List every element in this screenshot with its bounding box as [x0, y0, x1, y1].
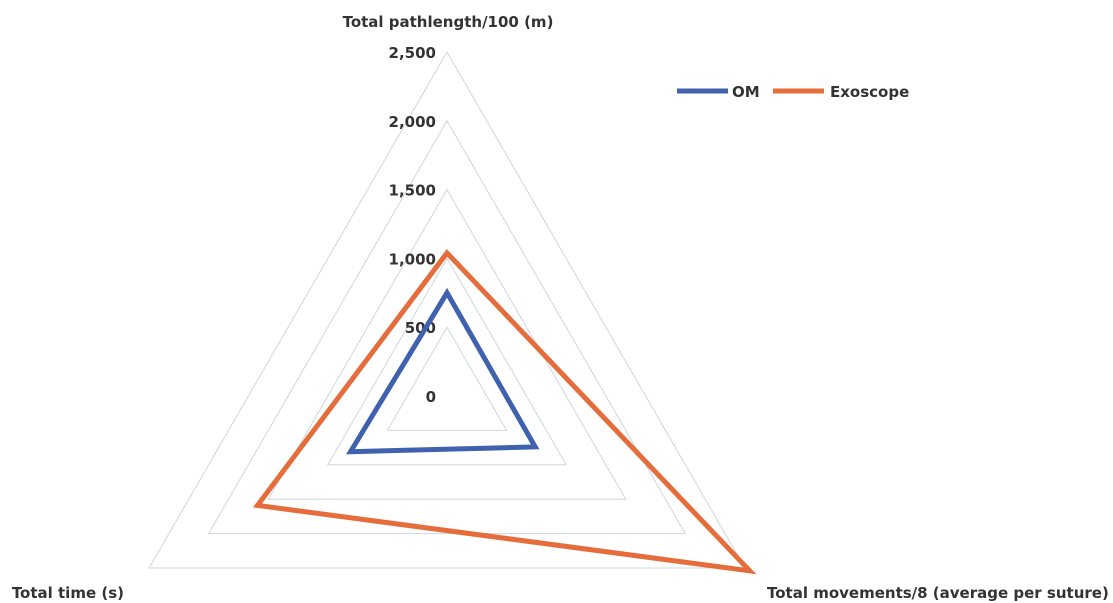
axis-label-time: Total time (s) [12, 584, 124, 602]
legend-label-exoscope: Exoscope [830, 83, 909, 101]
grid-ring-2500 [148, 50, 746, 569]
tick-label-0: 0 [426, 388, 436, 406]
series-group [252, 249, 757, 575]
grid-ring-1500 [267, 188, 627, 500]
grid-ring-1000 [326, 257, 568, 466]
axis-label-movements: Total movements/8 (average per suture) [767, 584, 1109, 602]
tick-labels: 0 500 1,000 1,500 2,000 2,500 [389, 44, 436, 406]
legend-label-om: OM [732, 83, 760, 101]
tick-label-1500: 1,500 [389, 182, 436, 200]
tick-label-1000: 1,000 [389, 250, 436, 268]
legend: OM Exoscope [677, 83, 909, 101]
series-exoscope-line [252, 249, 757, 575]
series-om-line [345, 287, 540, 455]
axis-label-pathlength: Total pathlength/100 (m) [343, 13, 554, 31]
tick-label-2500: 2,500 [389, 44, 436, 62]
radar-grid [148, 50, 746, 569]
grid-ring-2000 [207, 119, 687, 535]
tick-label-2000: 2,000 [389, 113, 436, 131]
grid-ring-500 [386, 326, 508, 431]
